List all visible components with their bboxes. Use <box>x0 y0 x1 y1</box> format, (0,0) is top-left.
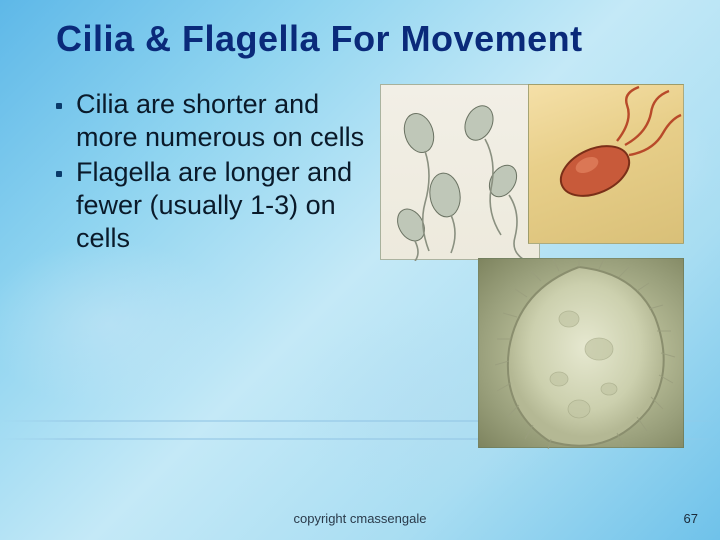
content-row: Cilia are shorter and more numerous on c… <box>56 88 680 257</box>
slide-container: Cilia & Flagella For Movement Cilia are … <box>0 0 720 540</box>
bullet-keyword: Flagella <box>76 157 171 187</box>
bullet-marker <box>56 171 62 177</box>
paramecium-illustration <box>478 258 684 448</box>
bullet-marker <box>56 103 62 109</box>
page-number: 67 <box>684 511 698 526</box>
paramecium-svg <box>479 259 685 449</box>
bullet-item: Cilia are shorter and more numerous on c… <box>56 88 366 154</box>
bullet-text: Flagella are longer and fewer (usually 1… <box>76 156 366 255</box>
bullet-keyword: Cilia <box>76 89 129 119</box>
bullet-item: Flagella are longer and fewer (usually 1… <box>56 156 366 255</box>
slide-title: Cilia & Flagella For Movement <box>56 18 680 60</box>
sperm-svg <box>381 85 541 261</box>
bullet-list: Cilia are shorter and more numerous on c… <box>56 88 366 257</box>
bullet-text: Cilia are shorter and more numerous on c… <box>76 88 366 154</box>
sperm-cells-illustration <box>380 84 540 260</box>
bacterium-svg <box>529 85 685 245</box>
copyright-footer: copyright cmassengale <box>294 511 427 526</box>
illustration-column <box>386 88 680 257</box>
bacterium-illustration <box>528 84 684 244</box>
